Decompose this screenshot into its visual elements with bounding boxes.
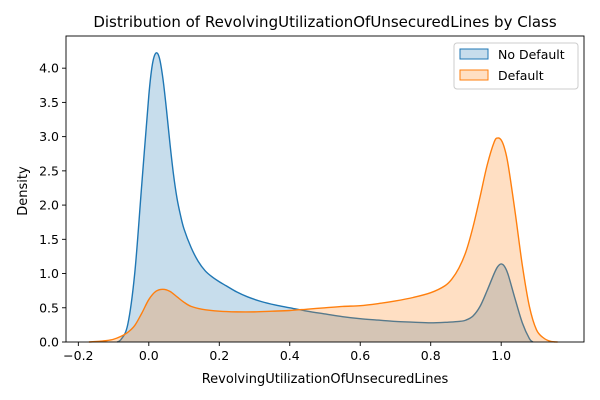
series-area-default: [88, 137, 558, 342]
chart-title: Distribution of RevolvingUtilizationOfUn…: [93, 13, 557, 31]
legend-box: [453, 42, 579, 90]
x-tick-label: 0.0: [139, 348, 159, 363]
x-tick-label: −0.2: [63, 348, 93, 363]
y-tick-label: 1.5: [39, 232, 59, 247]
y-tick-label: 2.0: [39, 198, 59, 213]
series-line-no-default: [116, 52, 534, 343]
series-line-default: [88, 137, 558, 343]
y-tick-label: 2.5: [39, 163, 59, 178]
y-tick-label: 3.0: [39, 129, 59, 144]
y-tick-label: 0.0: [39, 335, 59, 350]
y-tick-label: 0.5: [39, 300, 59, 315]
legend-swatch-default: [459, 69, 489, 81]
x-tick-label: 1.0: [491, 348, 511, 363]
x-axis-label: RevolvingUtilizationOfUnsecuredLines: [202, 372, 449, 387]
y-tick-label: 3.5: [39, 95, 59, 110]
y-tick-label: 1.0: [39, 266, 59, 281]
axes-layer: −0.2 0.0 0.2 0.4 0.6 0.8 1.0 0.0 0.5 1.0 1.5 2.0 2.5…: [39, 35, 585, 363]
legend-swatch-no-default: [459, 48, 489, 60]
y-tick-label: 4.0: [39, 61, 59, 76]
legend: No Default Default: [453, 42, 579, 90]
series-layer: [88, 52, 558, 343]
legend-label-no-default: No Default: [498, 47, 565, 62]
x-tick-label: 0.6: [350, 348, 370, 363]
x-tick-label: 0.2: [209, 348, 229, 363]
series-area-no-default: [117, 52, 533, 342]
y-axis-label: Density: [16, 166, 31, 216]
x-tick-label: 0.8: [421, 348, 441, 363]
plot-frame: [65, 35, 585, 343]
legend-label-default: Default: [498, 68, 544, 83]
x-tick-label: 0.4: [280, 348, 300, 363]
